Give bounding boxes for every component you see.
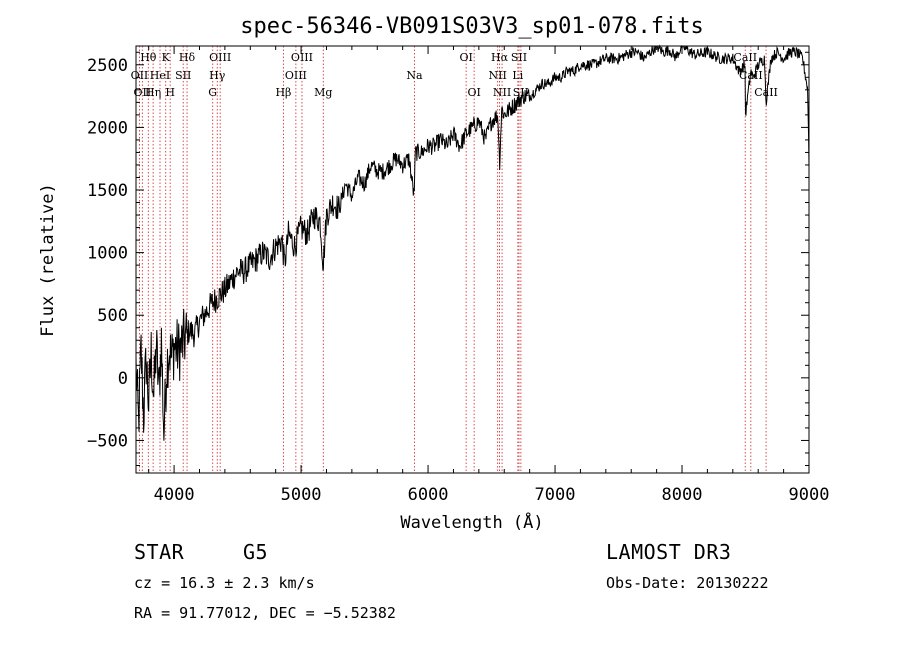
y-tick-label: 500 — [97, 306, 128, 326]
observation-date: Obs-Date: 20130222 — [606, 574, 769, 592]
reference-line-label: K — [162, 51, 171, 64]
reference-line-label: OII — [133, 86, 151, 99]
reference-line-label: Hδ — [179, 51, 196, 64]
reference-line-label: OIII — [291, 51, 313, 64]
chart-title: spec-56346-VB091S03V3_sp01-078.fits — [240, 14, 704, 39]
reference-line-label: Hη — [145, 86, 161, 99]
reference-line-label: Hγ — [209, 69, 226, 82]
y-tick-label: 0 — [118, 369, 128, 389]
reference-line-label: SII — [175, 69, 191, 82]
reference-line-label: Hα — [491, 51, 509, 64]
reference-line-label: Hθ — [140, 51, 157, 64]
y-tick-label: −500 — [87, 431, 128, 451]
x-axis-label: Wavelength (Å) — [400, 511, 543, 533]
x-tick-label: 5000 — [281, 485, 322, 505]
y-tick-label: 2000 — [87, 118, 128, 138]
redshift-value: cz = 16.3 ± 2.3 km/s — [134, 574, 315, 592]
reference-line-label: CaII — [733, 51, 757, 64]
x-tick-label: 4000 — [154, 485, 195, 505]
reference-line-label: OIII — [285, 69, 307, 82]
reference-line-label: NII — [488, 69, 506, 82]
x-tick-label: 9000 — [789, 485, 830, 505]
y-tick-label: 2500 — [87, 56, 128, 76]
reference-line-label: OIII — [209, 51, 231, 64]
x-tick-label: 8000 — [662, 485, 703, 505]
reference-line-label: HeI — [150, 69, 170, 82]
survey-name: LAMOST DR3 — [606, 540, 732, 564]
reference-lines — [138, 46, 767, 473]
x-axis: 4000 5000 6000 7000 8000 9000 — [148, 46, 830, 505]
x-tick-label: 6000 — [408, 485, 449, 505]
reference-line-label: H — [165, 86, 175, 99]
reference-line-label: SII — [511, 51, 527, 64]
y-tick-label: 1000 — [87, 244, 128, 264]
reference-line-label: OI — [459, 51, 472, 64]
plot-frame — [135, 45, 810, 474]
reference-line-label: OII — [131, 69, 149, 82]
reference-line-label: OI — [467, 86, 480, 99]
y-tick-label: 1500 — [87, 181, 128, 201]
series-layer — [135, 44, 810, 441]
subclass: G5 — [243, 540, 269, 564]
reference-line-label: Li — [512, 69, 523, 82]
reference-line-label: NII — [493, 86, 511, 99]
reference-line-label: G — [208, 86, 217, 99]
y-axis-label: Flux (relative) — [38, 183, 58, 337]
spectrum-line — [135, 44, 810, 441]
coordinates: RA = 91.77012, DEC = −5.52382 — [134, 604, 396, 622]
x-tick-label: 7000 — [535, 485, 576, 505]
reference-line-labels: OIIOIIHθHηHeIKHSIIHδGHγOIIIHβOIIIOIIIMgN… — [131, 51, 778, 99]
object-class: STAR — [134, 540, 185, 564]
y-axis: −500 0 500 1000 1500 2000 2500 — [87, 51, 809, 466]
reference-line-label: Mg — [314, 86, 332, 99]
reference-line-label: Na — [406, 69, 423, 82]
reference-line-label: Hβ — [275, 86, 291, 99]
